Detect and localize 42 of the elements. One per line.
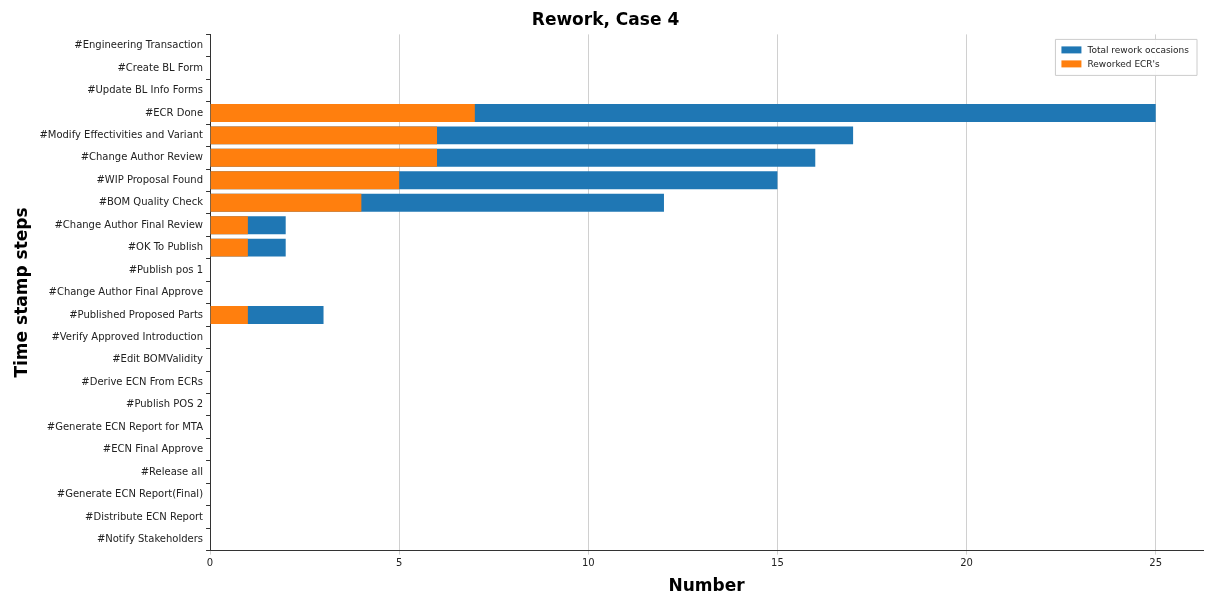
x-tick-label: 20 [960,557,973,569]
y-tick-label: #Change Author Final Approve [48,286,204,298]
y-tick-label: #Create BL Form [117,61,204,73]
y-tick-label: #Change Author Review [80,151,204,163]
y-tick-label: #Release all [140,465,204,477]
bar [210,148,438,167]
y-tick-label: #WIP Proposal Found [96,173,204,185]
bar [210,171,400,190]
y-tick-label: #Update BL Info Forms [87,84,204,96]
y-tick-label: #ECR Done [144,106,204,118]
legend-label: Reworked ECR's [1087,58,1161,69]
chart-title: Rework, Case 4 [531,8,680,29]
bar [210,126,438,145]
x-tick-label: 15 [771,557,784,569]
legend-label: Total rework occasions [1086,44,1190,55]
x-axis-title: Number [668,575,746,596]
y-tick-label: #Publish POS 2 [126,398,204,410]
y-tick-label: #Publish pos 1 [128,263,204,275]
y-tick-label: #Generate ECN Report(Final) [56,488,204,500]
bar [210,238,248,257]
bar [210,305,248,324]
y-tick-label: #OK To Publish [127,241,204,253]
y-tick-label: #Edit BOMValidity [112,353,204,365]
bar [210,193,362,212]
y-tick-label: #Modify Effectivities and Variant [39,128,204,140]
bar [210,103,475,122]
x-tick-label: 5 [395,557,403,569]
y-tick-label: #Distribute ECN Report [85,510,204,522]
y-tick-label: #ECN Final Approve [102,443,204,455]
y-tick-label: #Generate ECN Report for MTA [46,420,204,432]
y-tick-label: #BOM Quality Check [98,196,204,208]
bar [210,216,248,235]
y-tick-label: #Engineering Transaction [74,39,204,51]
x-tick-label: 10 [581,557,595,569]
y-tick-label: #Derive ECN From ECRs [81,375,204,387]
y-axis-title: Time stamp steps [10,207,31,378]
y-tick-label: #Change Author Final Review [54,218,204,230]
x-tick-label: 25 [1149,557,1163,569]
x-tick-label: 0 [206,557,214,569]
y-tick-label: #Verify Approved Introduction [51,330,204,342]
y-tick-label: #Published Proposed Parts [69,308,204,320]
y-tick-label: #Notify Stakeholders [96,532,204,544]
